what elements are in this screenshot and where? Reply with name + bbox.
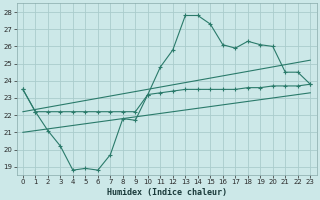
X-axis label: Humidex (Indice chaleur): Humidex (Indice chaleur) bbox=[107, 188, 227, 197]
